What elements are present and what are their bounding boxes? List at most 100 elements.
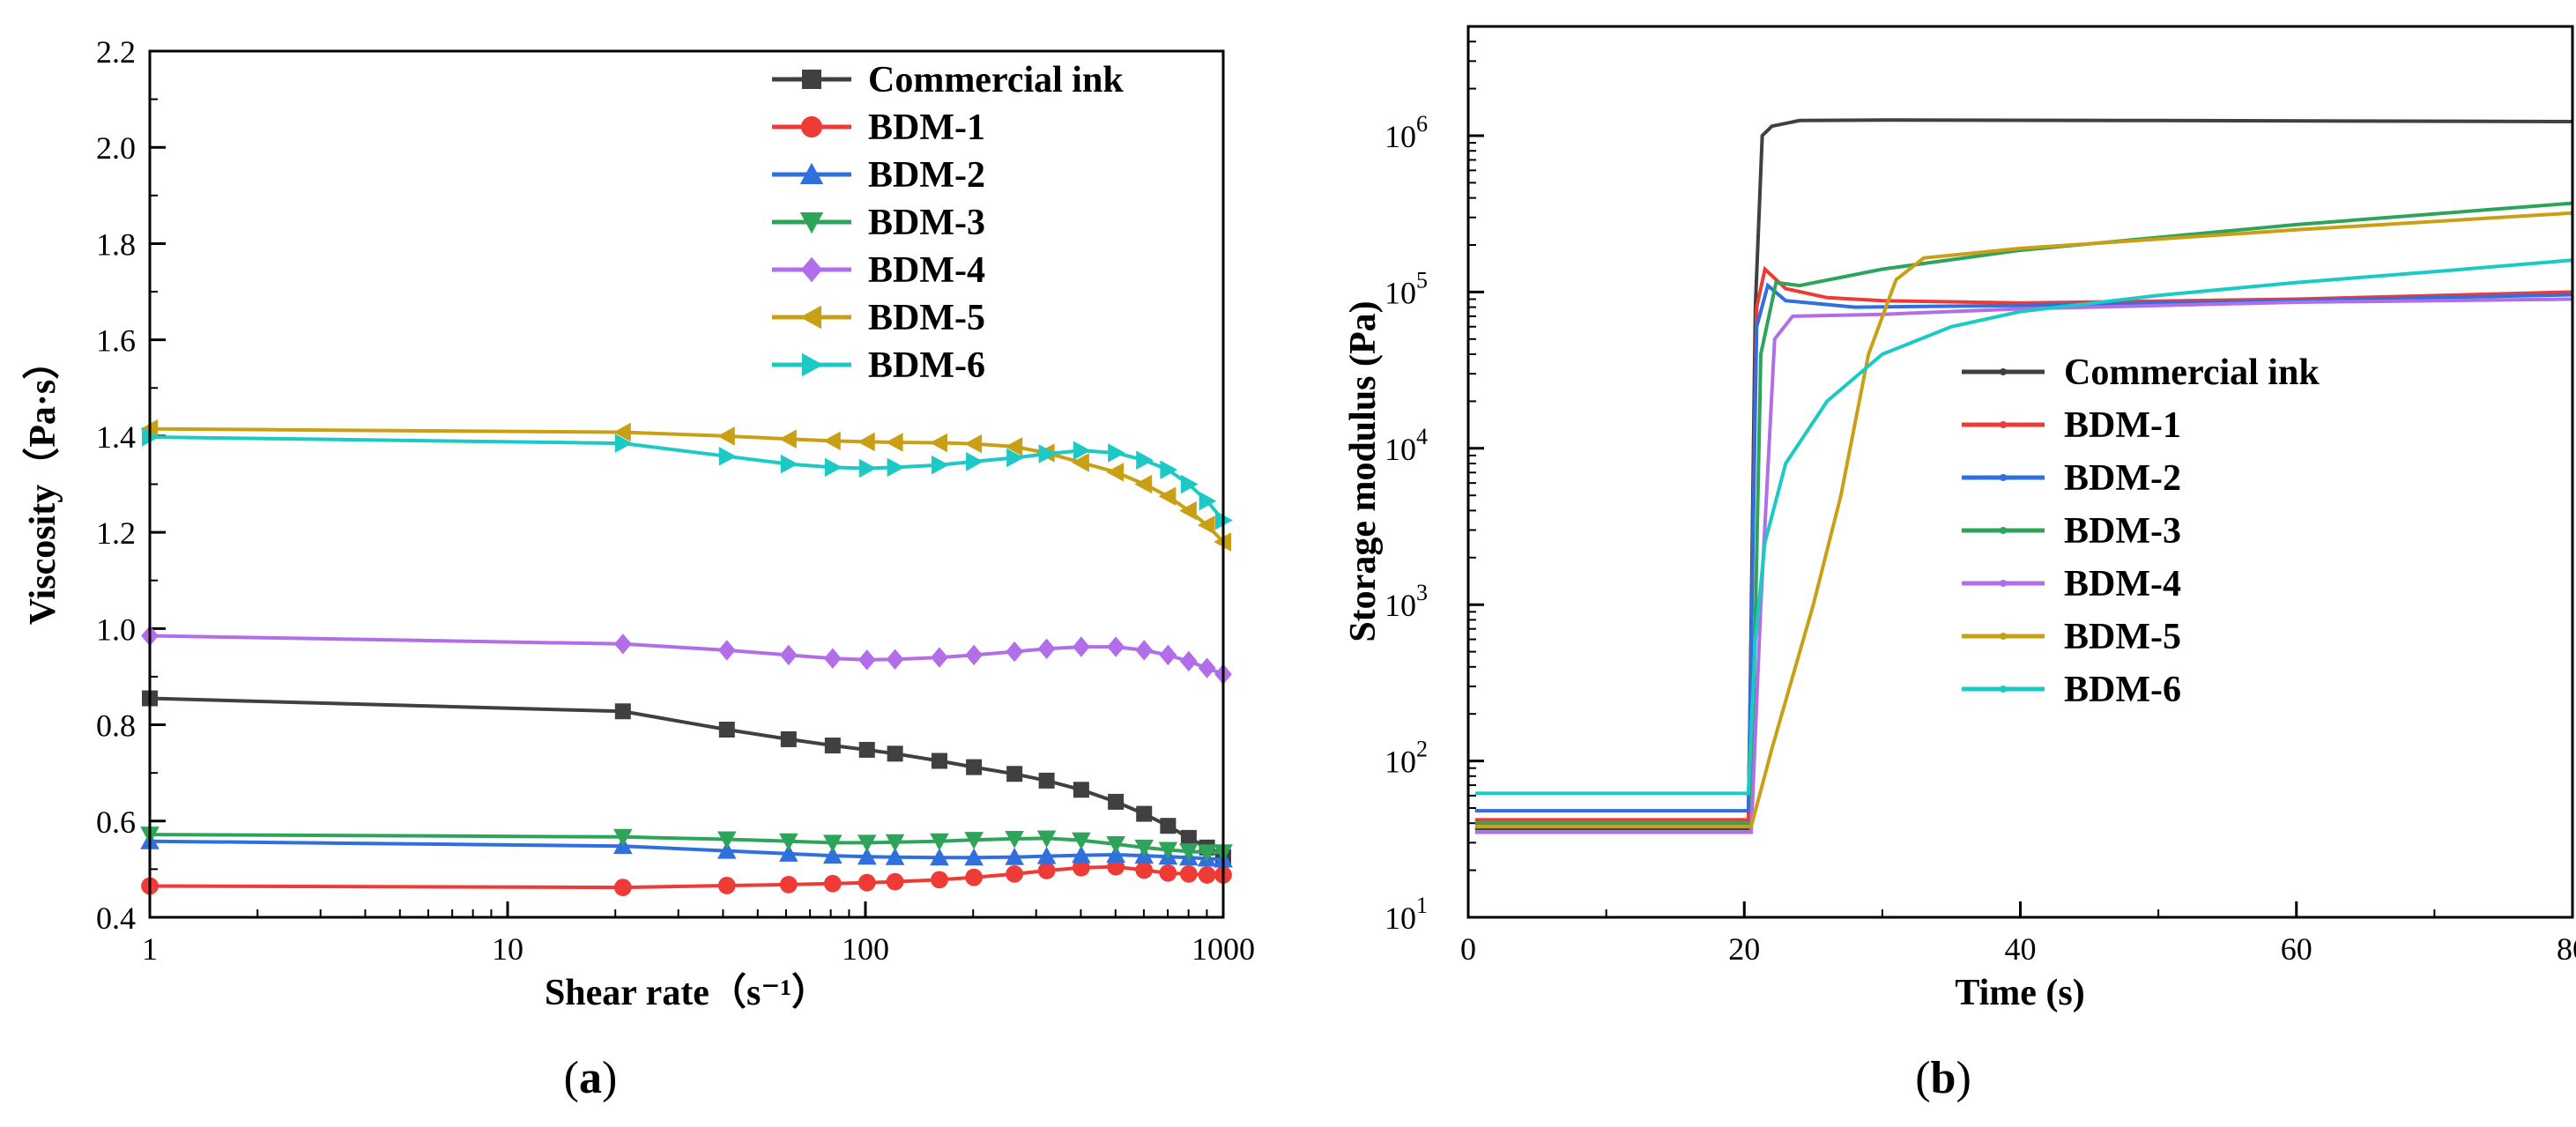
series-bdm-6 xyxy=(1474,258,2573,796)
panel-a-series xyxy=(140,419,1233,897)
legend-dot xyxy=(2000,527,2007,534)
panel-a-viscosity-chart: 1 10 100 1000 0.4 0.6 0.8 1.0 1.2 1.4 1.6 1.8 2.0 2.2… xyxy=(22,34,1255,1013)
data-point xyxy=(1136,805,1153,822)
data-point xyxy=(1038,444,1057,463)
legend-entry: BDM-2 xyxy=(772,155,985,196)
data-point xyxy=(1072,453,1089,472)
data-point xyxy=(1159,644,1177,666)
data-point xyxy=(886,649,904,670)
caption-letter: b xyxy=(1931,1053,1956,1103)
y-tick-exponent: 4 xyxy=(1416,424,1428,449)
data-point xyxy=(614,703,631,720)
panel-a-caption: (a) xyxy=(564,1053,618,1103)
data-point xyxy=(716,841,737,859)
series-commercial-ink xyxy=(142,690,1231,865)
legend-entry: BDM-1 xyxy=(1962,405,2181,446)
data-point xyxy=(802,70,821,89)
data-point xyxy=(1197,515,1215,535)
legend-label: BDM-1 xyxy=(2064,405,2181,446)
series-line xyxy=(1474,258,2573,796)
data-point xyxy=(1006,448,1024,468)
x-tick-label: 0 xyxy=(1460,931,1476,967)
y-tick-exponent: 1 xyxy=(1416,893,1428,918)
data-point xyxy=(1159,864,1177,882)
panel-b-x-axis-label: Time (s) xyxy=(1955,973,2084,1013)
y-tick-label: 2.2 xyxy=(96,34,136,70)
legend-entry: BDM-1 xyxy=(772,108,985,148)
data-point xyxy=(824,457,843,478)
data-point xyxy=(780,454,798,474)
data-point xyxy=(857,649,876,671)
data-point xyxy=(1005,830,1024,849)
legend-dot xyxy=(2000,474,2007,481)
caption-letter: a xyxy=(579,1053,602,1103)
y-tick-label: 0.4 xyxy=(96,901,136,936)
panel-a-y-axis-label: Viscosity（Pa·s） xyxy=(22,343,63,625)
data-point xyxy=(1107,636,1125,657)
panel-b-series xyxy=(1474,118,2573,834)
data-point xyxy=(1073,782,1089,798)
legend-dot xyxy=(2000,686,2007,693)
y-tick-exponent: 6 xyxy=(1416,111,1428,137)
data-point xyxy=(965,644,983,666)
series-line xyxy=(1474,282,2573,813)
data-point xyxy=(966,759,983,775)
data-point xyxy=(823,834,843,853)
data-point xyxy=(964,848,984,866)
legend-label: BDM-5 xyxy=(868,298,985,338)
data-point xyxy=(1158,486,1177,506)
data-point xyxy=(1072,832,1091,850)
data-point xyxy=(1179,843,1199,861)
data-point xyxy=(1036,846,1057,864)
y-tick-label: 1.0 xyxy=(96,612,136,647)
data-point xyxy=(930,833,949,851)
data-point xyxy=(1180,474,1199,494)
data-point xyxy=(823,874,842,893)
x-tick-label: 40 xyxy=(2005,931,2037,967)
data-point xyxy=(779,844,798,862)
data-point xyxy=(799,212,824,234)
legend-label: Commercial ink xyxy=(868,60,1124,100)
data-point xyxy=(1036,830,1057,849)
x-tick-label: 1 xyxy=(142,931,158,967)
series-bdm-2 xyxy=(1474,282,2573,813)
y-tick-exponent: 3 xyxy=(1416,580,1428,605)
data-point xyxy=(1179,864,1198,883)
data-point xyxy=(857,873,876,892)
legend-entry: Commercial ink xyxy=(1962,352,2320,393)
legend-entry: BDM-3 xyxy=(772,203,985,243)
data-point xyxy=(1005,847,1024,865)
data-point xyxy=(887,457,905,478)
panel-a-caption-text: (a) xyxy=(564,1053,618,1103)
data-point xyxy=(930,433,947,453)
data-point xyxy=(1135,861,1154,879)
data-point xyxy=(799,162,824,184)
data-point xyxy=(716,831,737,849)
data-point xyxy=(931,455,949,475)
data-point xyxy=(1072,636,1090,657)
data-point xyxy=(718,722,735,738)
data-point xyxy=(779,833,798,851)
data-point xyxy=(717,877,736,894)
data-point xyxy=(1180,829,1197,846)
panel-b-plot-frame xyxy=(1466,25,2574,919)
data-point xyxy=(1072,858,1090,877)
legend-label: BDM-2 xyxy=(2064,458,2181,499)
data-point xyxy=(716,426,735,446)
data-point xyxy=(1073,441,1091,461)
data-point xyxy=(1106,845,1125,864)
data-point xyxy=(1106,463,1125,482)
data-point xyxy=(1136,450,1154,470)
data-point xyxy=(613,634,632,655)
data-point xyxy=(1135,640,1154,661)
data-point xyxy=(885,834,905,852)
x-tick-label: 1000 xyxy=(1191,931,1255,967)
data-point xyxy=(887,745,903,762)
panel-a-legend: Commercial ink BDM-1 BDM-2 BDM-3 BDM-4 BDM-5 B… xyxy=(772,60,1124,386)
data-point xyxy=(885,433,903,452)
legend-entry: BDM-5 xyxy=(772,298,985,338)
legend-label: Commercial ink xyxy=(2064,352,2320,393)
data-point xyxy=(1006,864,1024,883)
